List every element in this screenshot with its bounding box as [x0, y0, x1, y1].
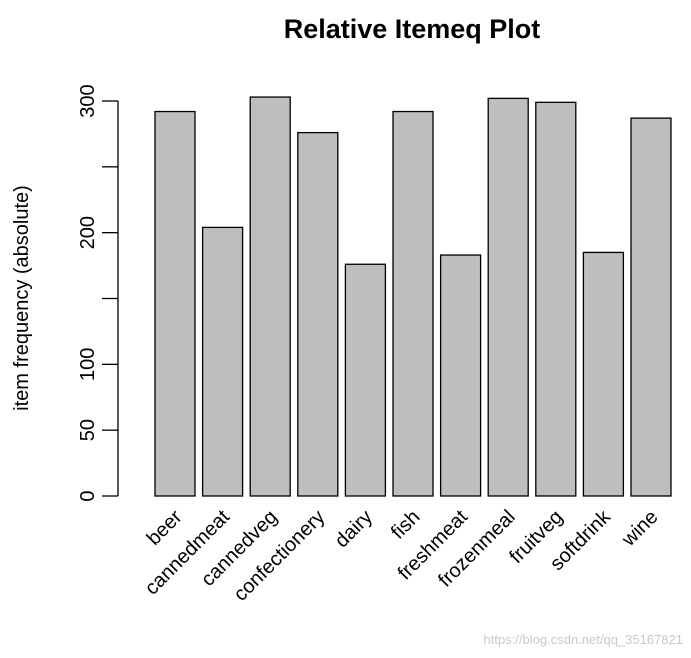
- y-tick-label: 50: [77, 419, 99, 441]
- chart-title: Relative Itemeq Plot: [284, 14, 541, 44]
- bar: [392, 110, 434, 497]
- bar: [582, 251, 625, 497]
- bar: [344, 263, 387, 497]
- y-tick-label: 100: [77, 348, 99, 381]
- y-tick-label: 300: [77, 84, 99, 117]
- y-tick-label: 0: [77, 490, 99, 501]
- bar: [201, 226, 244, 497]
- y-tick-label: 200: [77, 216, 99, 249]
- bar: [297, 131, 339, 497]
- bar: [439, 254, 482, 497]
- bar: [630, 117, 672, 497]
- y-axis-label: item frequency (absolute): [11, 185, 33, 411]
- bar: [154, 110, 196, 497]
- bar: [487, 97, 529, 497]
- bar: [249, 96, 291, 497]
- watermark: https://blog.csdn.net/qq_35167821: [484, 632, 684, 647]
- bar: [535, 101, 577, 497]
